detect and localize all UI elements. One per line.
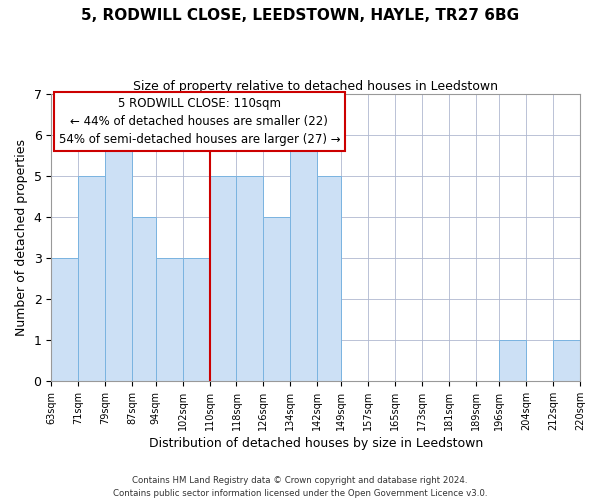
Bar [132, 217, 155, 381]
Bar [553, 340, 580, 381]
X-axis label: Distribution of detached houses by size in Leedstown: Distribution of detached houses by size … [149, 437, 483, 450]
Y-axis label: Number of detached properties: Number of detached properties [15, 139, 28, 336]
Bar [182, 258, 209, 381]
Bar [105, 135, 132, 381]
Text: 5 RODWILL CLOSE: 110sqm
← 44% of detached houses are smaller (22)
54% of semi-de: 5 RODWILL CLOSE: 110sqm ← 44% of detache… [59, 97, 340, 146]
Bar [290, 135, 317, 381]
Bar [155, 258, 182, 381]
Bar [236, 176, 263, 381]
Bar [209, 176, 236, 381]
Bar [51, 258, 78, 381]
Bar [499, 340, 526, 381]
Bar [78, 176, 105, 381]
Bar [317, 176, 341, 381]
Title: Size of property relative to detached houses in Leedstown: Size of property relative to detached ho… [133, 80, 498, 93]
Text: Contains HM Land Registry data © Crown copyright and database right 2024.
Contai: Contains HM Land Registry data © Crown c… [113, 476, 487, 498]
Text: 5, RODWILL CLOSE, LEEDSTOWN, HAYLE, TR27 6BG: 5, RODWILL CLOSE, LEEDSTOWN, HAYLE, TR27… [81, 8, 519, 22]
Bar [263, 217, 290, 381]
